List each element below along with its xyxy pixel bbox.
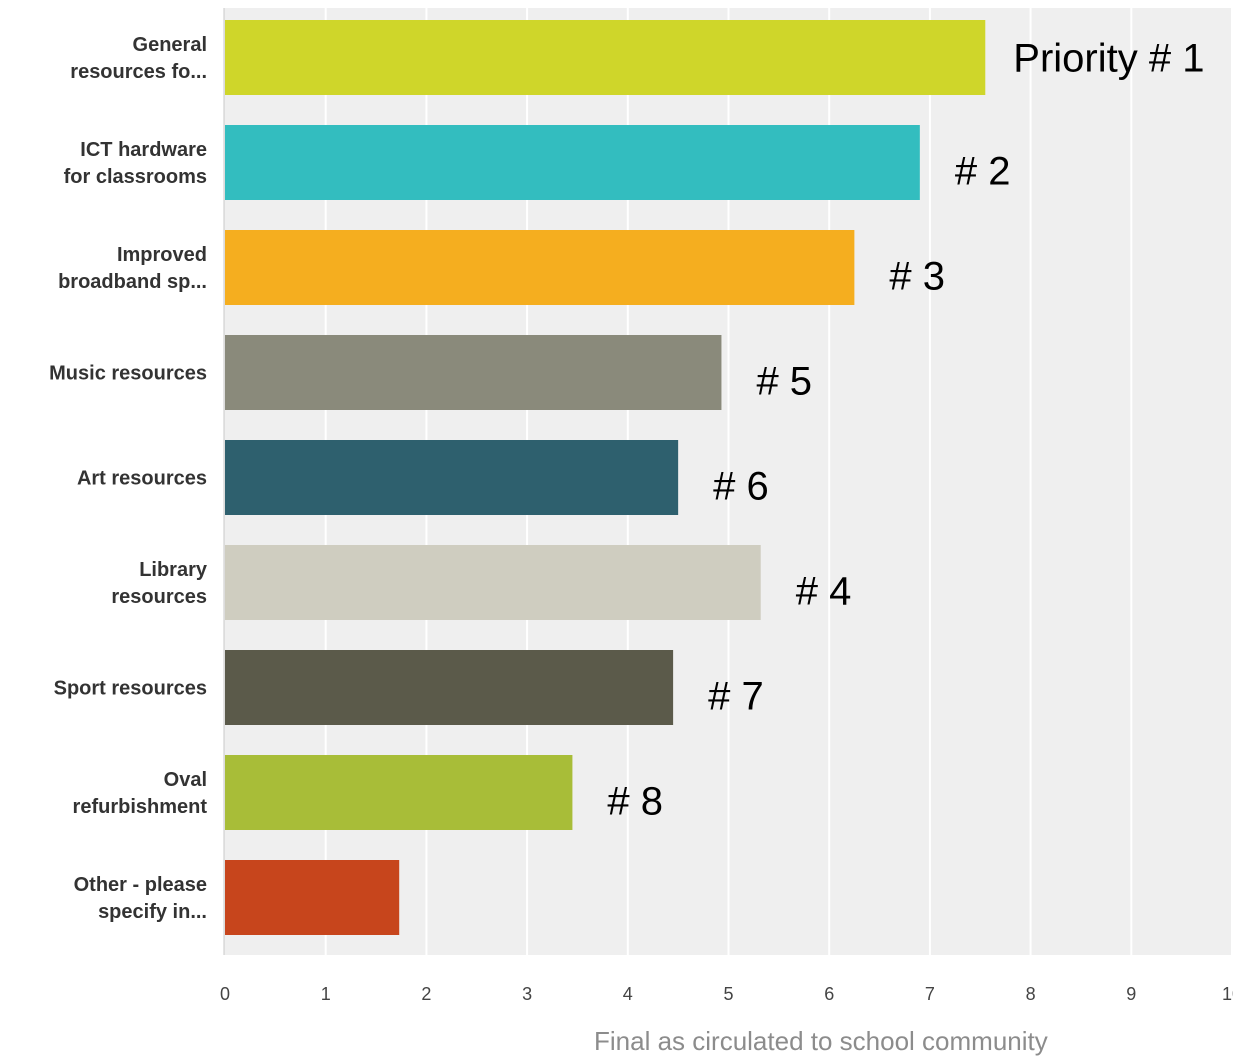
x-tick-label: 0 xyxy=(220,984,230,1004)
rank-annotation: # 5 xyxy=(756,360,812,404)
rank-annotation: # 6 xyxy=(713,465,769,509)
x-tick-label: 5 xyxy=(723,984,733,1004)
rank-annotation: # 3 xyxy=(889,255,945,299)
category-label: specify in... xyxy=(98,901,207,923)
category-label: broadband sp... xyxy=(58,271,207,293)
rank-annotation: # 4 xyxy=(796,570,852,614)
bar xyxy=(225,545,761,620)
category-label: Improved xyxy=(117,244,207,266)
category-labels: General resources fo... ICT hardware for cl… xyxy=(49,34,208,923)
category-label: for classrooms xyxy=(64,166,207,188)
rank-annotations: Priority # 1 # 2 # 3 # 5 # 6 # 4 # 7 # 8 xyxy=(607,37,1204,824)
bar xyxy=(225,860,400,935)
category-label: ICT hardware xyxy=(80,139,207,161)
category-label: Art resources xyxy=(77,468,207,490)
bars xyxy=(225,20,986,935)
category-label: refurbishment xyxy=(73,796,208,818)
x-tick-label: 2 xyxy=(421,984,431,1004)
rank-annotation: Priority # 1 xyxy=(1013,37,1204,81)
bar xyxy=(225,440,679,515)
category-label: Library xyxy=(139,559,208,581)
bar xyxy=(225,230,855,305)
rank-annotation: # 8 xyxy=(607,780,663,824)
bar xyxy=(225,125,920,200)
category-label: resources fo... xyxy=(70,61,207,83)
bar xyxy=(225,335,722,410)
category-label: Other - please xyxy=(74,874,207,896)
x-tick-labels: 0 1 2 3 4 5 6 7 8 9 10 xyxy=(220,984,1233,1004)
x-tick-label: 9 xyxy=(1126,984,1136,1004)
rank-annotation: # 7 xyxy=(708,675,764,719)
x-tick-label: 4 xyxy=(623,984,633,1004)
category-label: resources xyxy=(111,586,207,608)
x-tick-label: 10 xyxy=(1222,984,1233,1004)
x-tick-label: 8 xyxy=(1026,984,1036,1004)
x-tick-label: 1 xyxy=(321,984,331,1004)
chart-caption: Final as circulated to school community xyxy=(594,1026,1048,1056)
rank-annotation: # 2 xyxy=(955,150,1011,194)
category-label: Sport resources xyxy=(54,678,207,700)
category-label: General xyxy=(133,34,207,56)
x-tick-label: 6 xyxy=(824,984,834,1004)
category-label: Music resources xyxy=(49,363,207,385)
category-label: Oval xyxy=(164,769,207,791)
x-tick-label: 7 xyxy=(925,984,935,1004)
bar xyxy=(225,650,674,725)
x-tick-label: 3 xyxy=(522,984,532,1004)
bar xyxy=(225,20,986,95)
bar xyxy=(225,755,573,830)
